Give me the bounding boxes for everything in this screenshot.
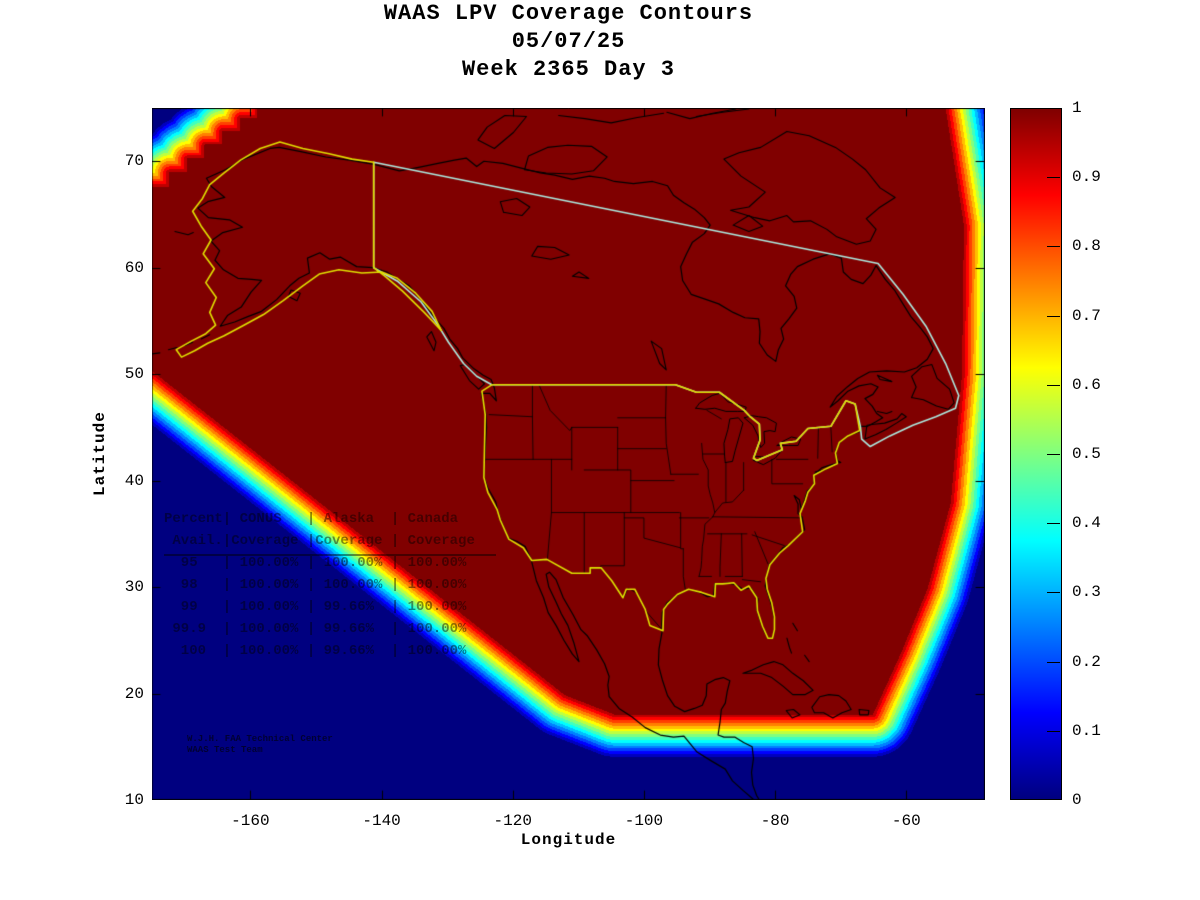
colorbar-tick-label-1: 1: [1072, 99, 1082, 117]
coverage-table-line: Percent| CONUS | Alaska | Canada: [164, 511, 459, 527]
x-tick-label--100: -100: [624, 812, 664, 830]
coverage-table-line: Avail.|Coverage |Coverage | Coverage: [164, 533, 475, 549]
coverage-table-line: 99.9 | 100.00% | 99.66% | 100.00%: [164, 621, 467, 637]
title-line-3: Week 2365 Day 3: [461, 57, 676, 82]
colorbar-tick-label-0.5: 0.5: [1072, 445, 1101, 463]
colorbar-tick-label-0.8: 0.8: [1072, 237, 1101, 256]
colorbar-tick-mark: [1047, 246, 1060, 248]
colorbar-tick-mark: [1047, 454, 1060, 455]
colorbar-tick-mark: [1047, 799, 1060, 800]
colorbar-tick-label-0.6: 0.6: [1072, 375, 1101, 394]
coverage-table: Percent| CONUS | Alaska | Canada Avail.|…: [164, 508, 475, 662]
chart-title: WAAS LPV Coverage Contours 05/07/25 Week…: [152, 0, 985, 84]
y-tick-label-50: 50: [124, 365, 144, 384]
coverage-table-line: 98 | 100.00% | 100.00% | 100.00%: [164, 577, 467, 593]
colorbar-tick-mark: [1047, 592, 1060, 594]
coverage-table-line: 99 | 100.00% | 99.66% | 100.00%: [164, 599, 467, 615]
colorbar-tick-label-0.1: 0.1: [1072, 721, 1101, 740]
title-line-2: 05/07/25: [511, 29, 626, 54]
coverage-table-line: 100 | 100.00% | 99.66% | 100.00%: [164, 643, 467, 659]
coverage-table-line: 95 | 100.00% | 100.00% | 100.00%: [164, 555, 467, 571]
y-tick-label-70: 70: [124, 152, 144, 171]
y-tick-label-40: 40: [124, 471, 144, 490]
credit-line-1: W.J.H. FAA Technical Center: [187, 734, 333, 744]
colorbar-tick-mark: [1047, 730, 1060, 732]
colorbar-tick-label-0: 0: [1072, 791, 1082, 809]
y-tick-label-20: 20: [124, 684, 144, 703]
colorbar-tick-mark: [1047, 177, 1060, 179]
y-tick-label-10: 10: [124, 791, 144, 809]
x-tick-label--60: -60: [891, 812, 921, 830]
y-tick-label-30: 30: [124, 578, 144, 597]
credit-text: W.J.H. FAA Technical Center WAAS Test Te…: [187, 734, 333, 756]
colorbar-tick-mark: [1047, 315, 1060, 317]
title-line-1: WAAS LPV Coverage Contours: [383, 1, 754, 26]
colorbar-tick-label-0.9: 0.9: [1072, 168, 1101, 187]
y-tick-label-60: 60: [124, 258, 144, 277]
x-tick-label--80: -80: [760, 812, 790, 830]
coverage-map-canvas: [152, 108, 985, 800]
colorbar-tick-label-0.4: 0.4: [1072, 514, 1101, 533]
colorbar-tick-label-0.3: 0.3: [1072, 583, 1101, 602]
x-tick-label--160: -160: [231, 812, 270, 830]
colorbar-tick-mark: [1047, 661, 1060, 663]
colorbar-tick-mark: [1047, 523, 1060, 525]
colorbar-tick-mark: [1047, 108, 1060, 109]
colorbar-tick-label-0.7: 0.7: [1072, 306, 1101, 325]
x-tick-label--140: -140: [362, 812, 401, 830]
x-tick-label--120: -120: [493, 812, 532, 830]
x-axis-label: Longitude: [520, 831, 617, 849]
colorbar-tick-label-0.2: 0.2: [1072, 652, 1101, 671]
coverage-table-separator: [164, 554, 496, 556]
colorbar-tick-mark: [1047, 384, 1060, 386]
credit-line-2: WAAS Test Team: [187, 745, 263, 755]
colorbar: [1010, 108, 1062, 800]
